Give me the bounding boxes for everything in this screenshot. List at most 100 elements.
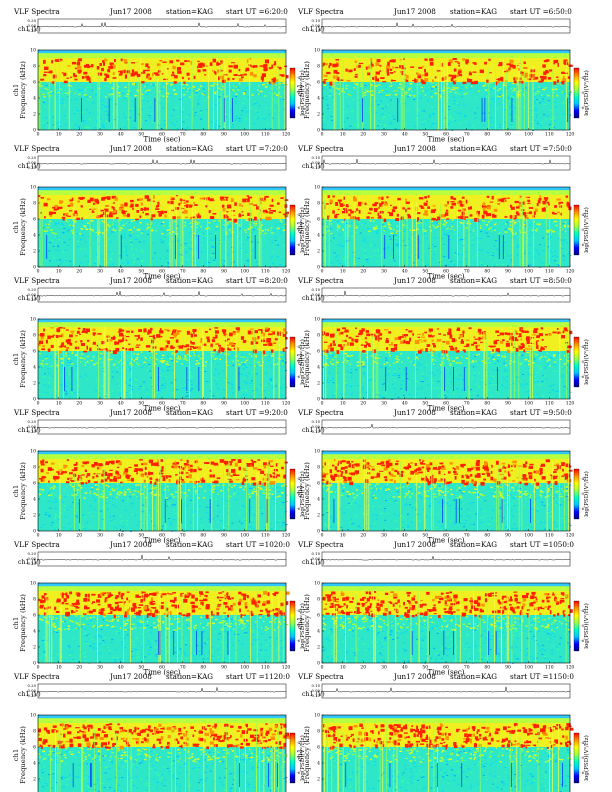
panel-station: station=KAG <box>166 144 213 153</box>
x-tick-label: 90 <box>505 401 511 407</box>
colorbar <box>573 732 580 784</box>
spectrogram-image <box>38 187 289 268</box>
x-tick-label: 60 <box>443 269 449 275</box>
colorbar-label: log(PSD)(V²/Hz) <box>583 471 590 517</box>
amplitude-axis-label: ch1 (V) <box>18 691 41 698</box>
panel-station: station=KAG <box>166 540 213 549</box>
x-tick-label: 10 <box>56 132 62 138</box>
y-tick-label: 6 <box>317 349 320 355</box>
x-tick-label: 0 <box>321 533 324 539</box>
y-tick-label: 0 <box>317 128 320 134</box>
x-tick-label: 0 <box>37 132 40 138</box>
colorbar <box>289 468 296 520</box>
colorbar-tick-label: -6 <box>581 243 585 247</box>
x-tick-label: 0 <box>37 401 40 407</box>
panel-date: Jun17 2008 <box>393 7 436 16</box>
spectrogram-panel: VLF Spectra Jun17 2008 station=KAG start UT… <box>12 7 306 144</box>
amplitude-tick-label: 0.10 <box>312 419 321 424</box>
x-tick-label: 20 <box>360 533 366 539</box>
y-tick-label: 4 <box>33 761 36 767</box>
colorbar-tick-label: -5 <box>297 360 301 364</box>
y-tick-label: 0 <box>33 265 36 271</box>
y-tick-label: 10 <box>30 713 36 719</box>
y-tick-label: 4 <box>317 365 320 371</box>
amplitude-axis-label: ch1 (V) <box>302 691 325 698</box>
amplitude-trace <box>37 554 287 561</box>
x-tick-label: 80 <box>200 533 206 539</box>
spectrogram-frame <box>37 714 287 792</box>
x-tick-label: 70 <box>180 401 186 407</box>
x-tick-label: 60 <box>159 269 165 275</box>
x-tick-label: 120 <box>566 665 575 671</box>
amplitude-tick-label: 0.00 <box>28 23 37 28</box>
amplitude-axis-label: ch1 (V) <box>302 26 325 33</box>
panel-title: VLF Spectra <box>13 144 60 153</box>
freq-axis-label: Frequency (kHz) <box>303 594 311 652</box>
panel-title: VLF Spectra <box>13 540 60 549</box>
y-tick-label: 0 <box>317 529 320 535</box>
panel-title: VLF Spectra <box>297 276 344 285</box>
y-tick-label: 0 <box>317 397 320 403</box>
amplitude-tick-label: 0.20 <box>28 419 37 424</box>
x-tick-label: 30 <box>381 665 387 671</box>
panel-date: Jun17 2008 <box>393 276 436 285</box>
x-tick-label: 20 <box>360 269 366 275</box>
panel-title: VLF Spectra <box>297 540 344 549</box>
amplitude-tick-label: 0.00 <box>312 160 321 165</box>
x-tick-label: 110 <box>261 533 270 539</box>
x-tick-label: 10 <box>56 533 62 539</box>
freq-axis-channel: ch1 <box>12 485 20 498</box>
amplitude-tick-label: 0.00 <box>28 292 37 297</box>
colorbar-tick-label: -5 <box>297 624 301 628</box>
amplitude-trace <box>37 687 287 693</box>
x-tick-label: 80 <box>484 401 490 407</box>
amplitude-tick-label: 0.20 <box>28 287 37 292</box>
x-axis-label: Time (sec) <box>427 537 464 545</box>
x-tick-label: 110 <box>545 665 554 671</box>
freq-axis-channel: ch1 <box>296 485 304 498</box>
colorbar-tick-label: -6 <box>581 771 585 775</box>
y-tick-label: 10 <box>314 449 320 455</box>
spectrogram-image <box>322 319 573 400</box>
x-tick-label: 120 <box>282 401 291 407</box>
x-tick-label: 100 <box>524 665 533 671</box>
x-tick-label: 30 <box>97 665 103 671</box>
spectrogram-panel: VLF Spectra Jun17 2008 station=KAG start UT… <box>12 276 306 413</box>
y-tick-label: 10 <box>314 317 320 323</box>
spectrogram-frame <box>321 714 571 792</box>
x-tick-label: 0 <box>37 533 40 539</box>
amplitude-frame <box>37 419 287 435</box>
x-tick-label: 100 <box>524 269 533 275</box>
panel-start-ut: start UT =1020:0 <box>226 540 290 549</box>
y-tick-label: 0 <box>33 397 36 403</box>
y-tick-label: 8 <box>317 465 320 471</box>
x-tick-label: 50 <box>422 132 428 138</box>
x-tick-label: 10 <box>340 269 346 275</box>
panel-station: station=KAG <box>166 408 213 417</box>
y-tick-label: 0 <box>317 265 320 271</box>
colorbar-tick-label: -5 <box>581 360 585 364</box>
colorbar-tick-label: -4 <box>581 213 585 217</box>
x-axis-label: Time (sec) <box>143 136 180 144</box>
colorbar <box>573 67 580 119</box>
panel-title: VLF Spectra <box>297 144 344 153</box>
amplitude-tick-label: 0.00 <box>312 556 321 561</box>
spectrogram-panel: VLF Spectra Jun17 2008 station=KAG start UT… <box>296 408 590 545</box>
freq-axis-channel: ch1 <box>12 353 20 366</box>
x-tick-label: 40 <box>118 132 124 138</box>
x-tick-label: 10 <box>340 401 346 407</box>
colorbar-tick-label: -5 <box>297 492 301 496</box>
panel-start-ut: start UT =7:20:0 <box>226 144 288 153</box>
panel-start-ut: start UT =8:50:0 <box>510 276 572 285</box>
panel-station: station=KAG <box>166 7 213 16</box>
panel-date: Jun17 2008 <box>109 276 152 285</box>
y-tick-label: 0 <box>33 529 36 535</box>
colorbar-label: log(PSD)(V²/Hz) <box>299 339 306 385</box>
colorbar-tick-label: -6 <box>297 375 301 379</box>
amplitude-trace <box>321 686 571 693</box>
amplitude-axis-label: ch1 (V) <box>18 26 41 33</box>
x-tick-label: 20 <box>76 533 82 539</box>
amplitude-frame <box>321 683 571 699</box>
panel-station: station=KAG <box>450 672 497 681</box>
amplitude-tick-label: -0.10 <box>310 693 320 698</box>
